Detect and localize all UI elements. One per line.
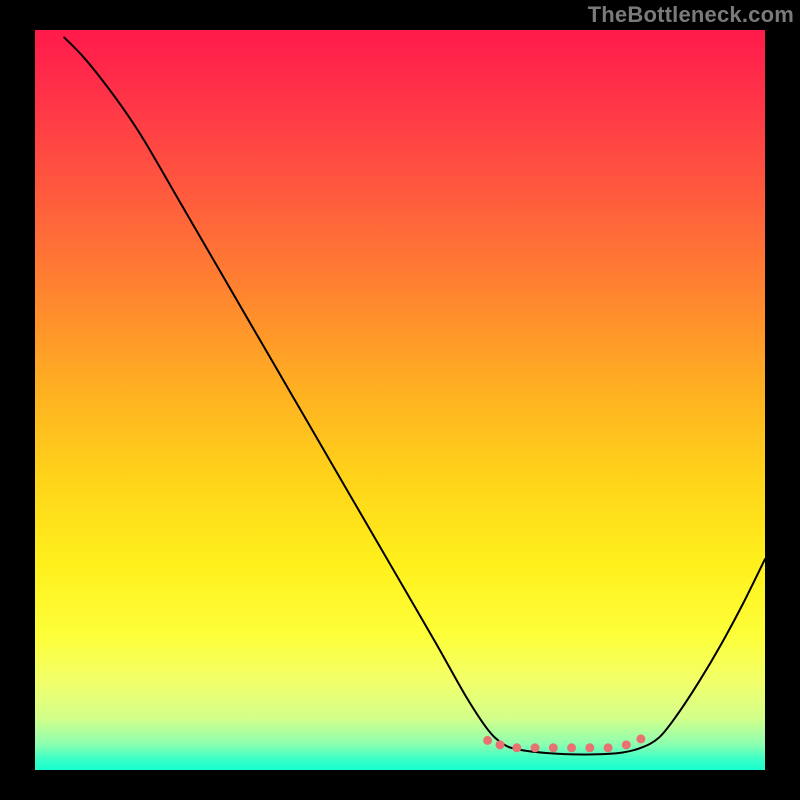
optimal-marker (622, 741, 630, 749)
optimal-marker (484, 736, 492, 744)
optimal-marker (496, 741, 504, 749)
plot-area (35, 30, 765, 770)
optimal-marker (549, 744, 557, 752)
plot-svg (35, 30, 765, 770)
optimal-marker (604, 744, 612, 752)
optimal-marker (637, 735, 645, 743)
optimal-marker (531, 744, 539, 752)
optimal-marker (568, 744, 576, 752)
chart-stage: TheBottleneck.com (0, 0, 800, 800)
watermark-text: TheBottleneck.com (588, 2, 794, 28)
optimal-marker (513, 744, 521, 752)
optimal-marker (586, 744, 594, 752)
